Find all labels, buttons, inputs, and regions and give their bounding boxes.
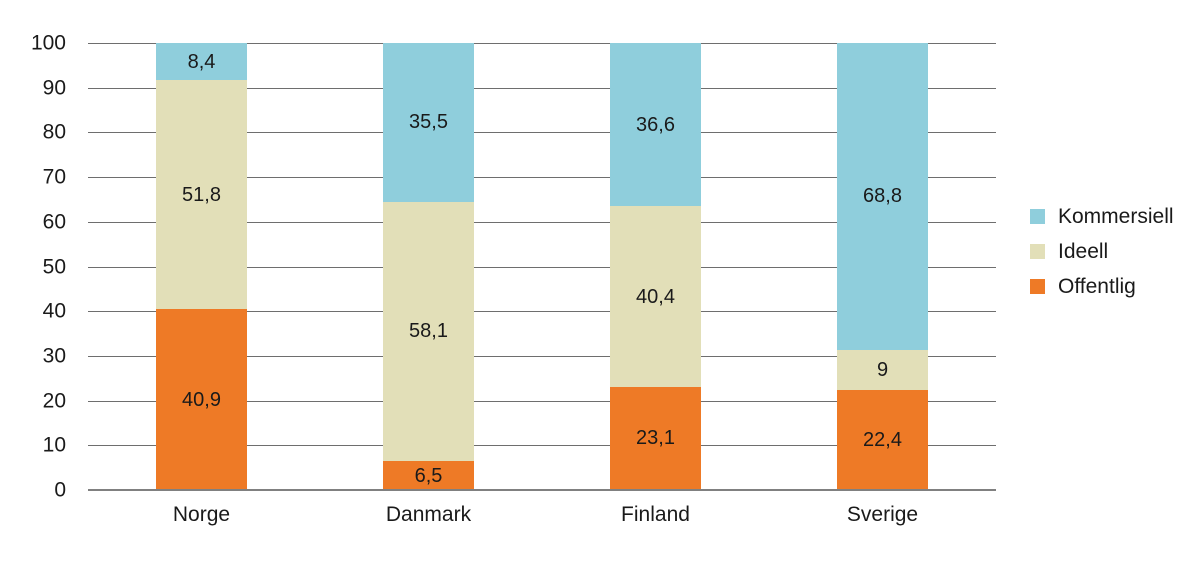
x-category-label-sverige: Sverige	[846, 503, 919, 526]
segment-offentlig-sverige: 22,4	[837, 390, 928, 490]
y-tick-label-90: 90	[42, 76, 66, 100]
bar-sverige: 68,8 9 22,4	[837, 43, 928, 490]
segment-value-label: 8,4	[187, 50, 216, 73]
segment-offentlig-finland: 23,1	[610, 386, 701, 490]
legend-swatch-ideell	[1030, 243, 1045, 259]
segment-kommersiell-finland: 36,6	[610, 43, 701, 207]
segment-ideell-danmark: 58,1	[383, 201, 474, 461]
y-tick-label-40: 40	[42, 299, 66, 323]
gridline-10	[88, 445, 996, 447]
segment-value-label: 68,8	[863, 185, 902, 208]
segment-value-label: 23,1	[636, 427, 675, 450]
y-tick-label-70: 70	[42, 165, 66, 189]
x-category-label-finland: Finland	[621, 503, 690, 526]
x-category-label-norge: Norge	[172, 503, 231, 526]
segment-value-label: 40,9	[182, 388, 221, 411]
segment-kommersiell-sverige: 68,8	[837, 43, 928, 350]
legend-swatch-kommersiell	[1030, 208, 1045, 224]
legend-swatch-offentlig	[1030, 278, 1045, 294]
plot-area: 8,4 51,8 40,9 35,5 58,1 6,5 36,6 40,4 23,1 68,8 9 2…	[88, 43, 996, 491]
x-category-label-danmark: Danmark	[385, 503, 472, 526]
segment-value-label: 22,4	[863, 429, 902, 452]
legend-label: Offentlig	[1058, 274, 1136, 298]
segment-ideell-norge: 51,8	[156, 80, 247, 310]
gridline-100	[88, 43, 996, 44]
legend: Kommersiell Ideell Offentlig	[1030, 204, 1174, 309]
gridline-60	[88, 221, 996, 223]
segment-value-label: 58,1	[409, 320, 448, 343]
legend-item-offentlig: Offentlig	[1030, 274, 1174, 298]
segment-offentlig-danmark: 6,5	[383, 460, 474, 491]
bar-finland: 36,6 40,4 23,1	[610, 43, 701, 490]
legend-label: Kommersiell	[1058, 204, 1174, 228]
gridline-0	[88, 489, 996, 491]
gridline-80	[88, 132, 996, 134]
legend-label: Ideell	[1058, 239, 1109, 263]
segment-value-label: 40,4	[636, 285, 675, 308]
segment-value-label: 6,5	[414, 464, 443, 487]
legend-item-kommersiell: Kommersiell	[1030, 204, 1174, 228]
gridline-70	[88, 177, 996, 179]
y-tick-label-100: 100	[30, 31, 66, 55]
y-tick-label-50: 50	[42, 255, 66, 278]
segment-kommersiell-norge: 8,4	[156, 43, 247, 81]
segment-offentlig-norge: 40,9	[156, 309, 247, 490]
y-tick-label-30: 30	[42, 344, 66, 368]
gridline-20	[88, 400, 996, 402]
y-tick-label-10: 10	[42, 433, 66, 457]
gridline-90	[88, 87, 996, 89]
segment-value-label: 9	[876, 359, 889, 381]
segment-kommersiell-danmark: 35,5	[383, 43, 474, 202]
gridline-30	[88, 355, 996, 357]
segment-ideell-finland: 40,4	[610, 206, 701, 387]
segment-value-label: 36,6	[636, 113, 675, 136]
bar-danmark: 35,5 58,1 6,5	[383, 43, 474, 491]
gridline-50	[88, 266, 996, 268]
gridline-40	[88, 311, 996, 313]
y-tick-label-0: 0	[54, 478, 66, 502]
bar-norge: 8,4 51,8 40,9	[156, 43, 247, 490]
y-tick-label-60: 60	[42, 210, 66, 234]
segment-ideell-sverige: 9	[837, 349, 928, 391]
y-tick-label-20: 20	[42, 389, 66, 413]
legend-item-ideell: Ideell	[1030, 239, 1174, 263]
y-tick-label-80: 80	[42, 120, 66, 144]
segment-value-label: 51,8	[182, 183, 221, 206]
segment-value-label: 35,5	[409, 111, 448, 134]
